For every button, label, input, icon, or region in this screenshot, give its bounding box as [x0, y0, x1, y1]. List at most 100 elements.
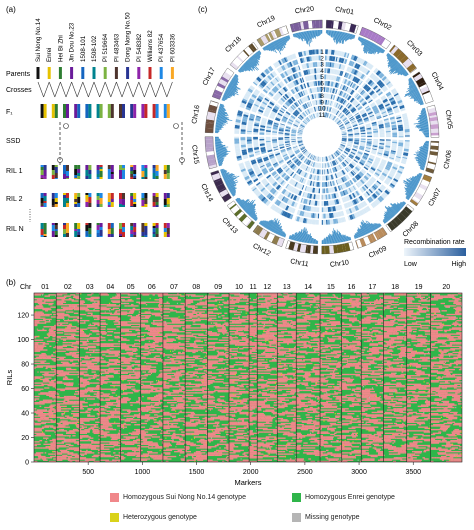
- recombination-histogram-bar: [319, 30, 321, 36]
- recombination-ring-cell: [278, 127, 285, 130]
- recombination-ring-cell: [276, 114, 282, 118]
- recombination-ring-cell: [301, 105, 305, 110]
- recombination-ring-cell: [286, 159, 291, 164]
- recombination-histogram-bar: [224, 93, 232, 97]
- recombination-ring-cell: [352, 76, 357, 82]
- recombination-histogram-bar: [302, 31, 305, 40]
- genotype-segment: [356, 302, 362, 305]
- scheme-row-label: Parents: [6, 71, 31, 78]
- recombination-histogram-bar: [238, 200, 245, 205]
- recombination-ring-cell: [260, 196, 266, 202]
- ideogram-band: [375, 231, 381, 240]
- recombination-ring-cell: [289, 106, 294, 111]
- recombination-ring-cell: [397, 121, 403, 126]
- genotype-segment: [262, 294, 264, 296]
- recombination-ring-cell: [378, 167, 384, 171]
- recombination-ring-cell: [308, 115, 312, 121]
- recombination-histogram-bar: [408, 77, 412, 80]
- genotype-segment: [350, 294, 356, 296]
- recombination-ring-cell: [284, 183, 289, 188]
- genotype-segment: [303, 301, 306, 303]
- recombination-ring-cell: [331, 101, 334, 107]
- recombination-histogram-bar: [333, 30, 336, 41]
- recombination-ring-cell: [304, 205, 308, 211]
- recombination-ring-cell: [293, 123, 299, 127]
- ril-segment: [163, 193, 167, 199]
- recombination-histogram-bar: [280, 37, 286, 49]
- recombination-histogram-bar: [215, 124, 223, 127]
- recombination-ring-cell: [351, 75, 355, 81]
- ril-segment: [85, 199, 89, 202]
- recombination-ring-cell: [362, 67, 367, 73]
- recombination-ring-cell: [338, 76, 342, 83]
- recombination-ring-cell: [376, 153, 383, 157]
- genotype-segment: [133, 311, 135, 313]
- recombination-ring-cell: [295, 159, 300, 165]
- recombination-ring-cell: [301, 77, 305, 83]
- recombination-histogram-bar: [221, 99, 225, 102]
- recombination-histogram-bar: [401, 201, 406, 205]
- recombination-ring-cell: [271, 109, 277, 114]
- recombination-ring-cell: [367, 79, 373, 86]
- ril-segment: [144, 198, 148, 204]
- recombination-ring-cell: [290, 132, 296, 135]
- recombination-ring-cell: [257, 172, 263, 177]
- recombination-ring-cell: [358, 121, 364, 125]
- genotype-segment: [328, 317, 331, 319]
- recombination-ring-cell: [287, 169, 293, 175]
- recombination-ring-cell: [346, 87, 351, 93]
- recombination-ring-cell: [323, 156, 325, 162]
- genotype-segment: [34, 324, 38, 327]
- recombination-ring-cell: [280, 97, 286, 103]
- recombination-ring-cell: [294, 149, 300, 153]
- ril-segment: [40, 203, 44, 206]
- recombination-ring-cell: [253, 145, 259, 148]
- recombination-ring-cell: [390, 121, 397, 125]
- recombination-ring-cell: [345, 148, 351, 152]
- genotype-segment: [308, 301, 316, 303]
- recombination-ring-cell: [334, 159, 338, 165]
- recombination-histogram-bar: [217, 113, 229, 117]
- genotype-segment: [170, 305, 179, 307]
- recombination-ring-cell: [372, 125, 378, 129]
- genotype-segment: [314, 306, 319, 308]
- genotype-segment: [303, 318, 308, 321]
- recombination-ring-cell: [331, 167, 335, 173]
- chromosome-ideogram: [285, 240, 319, 255]
- recombination-ring-cell: [277, 83, 282, 89]
- recombination-histogram-bar: [387, 207, 396, 216]
- recombination-histogram-bar: [422, 107, 426, 110]
- genotype-segment: [242, 297, 247, 300]
- genotype-segment: [118, 296, 121, 299]
- scheme-row-label: RIL 2: [6, 196, 23, 203]
- recombination-histogram-bar: [246, 60, 255, 69]
- genotype-segment: [124, 302, 126, 305]
- recombination-ring-cell: [333, 88, 337, 94]
- genotype-segment: [383, 295, 392, 297]
- recombination-histogram-bar: [403, 180, 417, 189]
- recombination-ring-cell: [249, 173, 256, 178]
- recombination-ring-cell: [381, 85, 387, 90]
- recombination-ring-cell: [262, 179, 268, 185]
- recombination-ring-cell: [267, 165, 273, 169]
- recombination-ring-cell: [306, 193, 311, 199]
- parent-chromosome-bar: [58, 67, 62, 79]
- recombination-ring-cell: [340, 115, 345, 119]
- recombination-ring-cell: [328, 155, 331, 161]
- recombination-ring-cell: [280, 195, 285, 201]
- recombination-ring-cell: [353, 185, 357, 190]
- recombination-histogram-bar: [382, 220, 386, 224]
- recombination-histogram-bar: [350, 34, 353, 40]
- recombination-ring-cell: [349, 117, 355, 122]
- genotype-segment: [56, 310, 66, 312]
- recombination-histogram-bar: [216, 115, 228, 119]
- recombination-histogram-bar: [305, 31, 308, 45]
- recombination-histogram-bar: [387, 55, 392, 60]
- recombination-ring-cell: [271, 87, 278, 94]
- recombination-ring-cell: [283, 197, 289, 204]
- recombination-histogram-bar: [241, 202, 248, 208]
- recombination-ring-cell: [321, 207, 324, 213]
- genotype-segment: [361, 312, 366, 314]
- genotype-segment: [283, 308, 293, 311]
- recombination-ring-cell: [399, 165, 405, 170]
